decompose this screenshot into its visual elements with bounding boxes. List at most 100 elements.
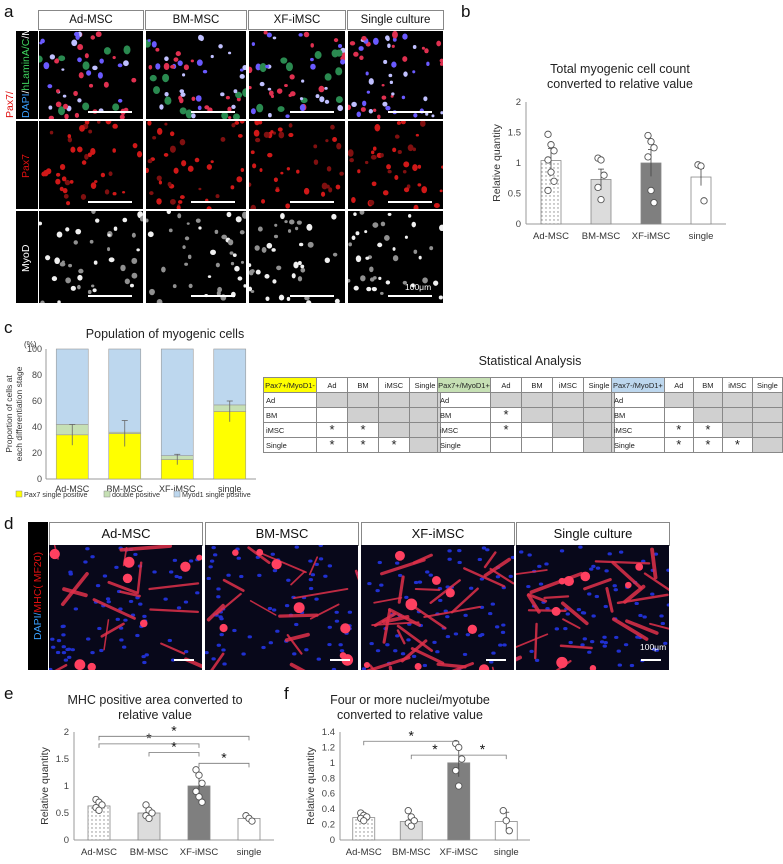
stats-cell (751, 407, 783, 423)
category-label: Ad-MSC (55, 484, 90, 494)
stats-cell (378, 422, 410, 438)
category-label: single (218, 484, 242, 494)
stats-cell (409, 392, 441, 408)
stats-cell (751, 392, 783, 408)
micrograph-a-r0-c2 (249, 31, 345, 119)
y-axis-label: Relative quantity (39, 746, 51, 824)
stats-col-label: iMSC (721, 377, 753, 393)
chart-c-title: Population of myogenic cells (85, 327, 245, 341)
col-header-xf-imsc: XF-iMSC (248, 10, 346, 30)
data-point (142, 801, 150, 809)
significance-star: * (171, 739, 177, 755)
data-point (647, 138, 655, 146)
stats-cell (378, 407, 410, 423)
panel-label-b: b (461, 2, 471, 21)
stats-row-label: Ad (611, 392, 665, 408)
y-tick-label: 1.2 (322, 742, 335, 753)
significance-bracket (98, 743, 200, 748)
y-tick-label: 0 (330, 835, 335, 846)
stats-col-label: Single (751, 377, 783, 393)
stats-cell (490, 437, 522, 453)
category-label: single (494, 847, 519, 858)
stats-cell (721, 422, 753, 438)
d-col-header-bm-msc: BM-MSC (205, 522, 359, 546)
y-tick-label: 0.5 (56, 808, 69, 819)
y-tick-label: 20 (32, 448, 42, 458)
row-label-myod (16, 211, 38, 303)
data-point (404, 807, 412, 815)
category-label: single (237, 847, 262, 858)
data-point (198, 779, 206, 787)
stats-cell (692, 392, 723, 408)
stats-cell (692, 407, 723, 423)
y-axis-label: Relative quantity (491, 123, 503, 201)
legend-label: Pax7 single positive (24, 490, 88, 499)
stats-row-label: Single (263, 437, 317, 453)
y-axis-label: Proportion of cells ateach differentiati… (4, 366, 24, 461)
panel-label-c: c (4, 318, 13, 337)
stats-row-label: iMSC (611, 422, 665, 438)
legend-label: double positive (112, 490, 160, 499)
data-point (700, 197, 708, 205)
scale-bar (388, 295, 432, 297)
data-point (407, 822, 415, 830)
y-tick-label: 0.5 (508, 189, 521, 200)
micrograph-a-r2-c1 (146, 211, 246, 303)
mhc-row-text: DAPI/MHC( MF20) (32, 551, 44, 640)
micrograph-a-r1-c0 (39, 121, 143, 209)
stats-cell (583, 407, 615, 423)
data-point (644, 153, 652, 161)
chart-e: 0 0.5 1 1.5 2 Relative quantity Ad-MSC BM-MSC XF… (39, 722, 274, 858)
chart-b-title: Total myogenic cell count converted to re… (547, 62, 693, 91)
scale-bar (486, 659, 506, 661)
chart-f: 0 0.2 0.4 0.6 0.8 1 1.2 1.4 Relative quantity Ad-… (305, 727, 530, 858)
stats-cell (583, 422, 615, 438)
y-tick-label: 60 (32, 396, 42, 406)
data-point (195, 793, 203, 801)
stats-cell: * (378, 437, 410, 453)
category-label: XF-iMSC (632, 231, 671, 242)
y-tick-label: 1 (516, 158, 521, 169)
stats-cell (409, 437, 441, 453)
data-point (452, 766, 460, 775)
stats-cell (583, 437, 615, 453)
row-label-mhc (28, 522, 48, 670)
stats-header: Pax7+/MyoD1+ (437, 377, 491, 393)
micrograph-d-c1 (205, 545, 358, 670)
stats-header: Pax7+/MyoD1- (263, 377, 317, 393)
stats-cell: * (663, 422, 694, 438)
micrograph-a-r1-c3 (348, 121, 443, 209)
data-point (547, 141, 555, 149)
col-header-ad-msc: Ad-MSC (38, 10, 144, 30)
data-point (192, 787, 200, 796)
y-tick-label: 1 (64, 781, 69, 792)
data-point (499, 807, 507, 815)
stats-cell: * (692, 437, 723, 453)
stats-col-label: Single (583, 377, 615, 393)
stats-row-label: BM (263, 407, 317, 423)
stats-cell: * (663, 437, 694, 453)
stats-cell: * (721, 437, 753, 453)
data-point (148, 809, 156, 817)
micrograph-d-c2 (361, 545, 514, 670)
data-point (544, 130, 552, 138)
y-tick-label: 1.4 (322, 727, 335, 738)
y-axis-label: Relative quantity (305, 746, 317, 824)
legend-swatch (173, 490, 181, 498)
data-point (547, 168, 555, 176)
scale-bar (88, 295, 132, 297)
micrograph-a-r0-c1 (146, 31, 246, 119)
stack-segment (108, 348, 142, 433)
stats-cell (552, 437, 584, 453)
stats-table-2: Pax7-/MyoD1+ Ad BM iMSC Single Ad BM iMSC * * Sing… (611, 377, 783, 453)
legend-label: Myod1 single positive (182, 490, 251, 499)
stats-cell (751, 437, 783, 453)
data-point (248, 817, 256, 825)
data-point (650, 199, 658, 207)
stats-cell: * (490, 422, 522, 438)
y-tick-label: 0.8 (322, 773, 335, 784)
significance-bracket (198, 762, 250, 768)
stats-cell (663, 407, 694, 423)
stats-cell (347, 392, 379, 408)
significance-star: * (432, 741, 438, 757)
